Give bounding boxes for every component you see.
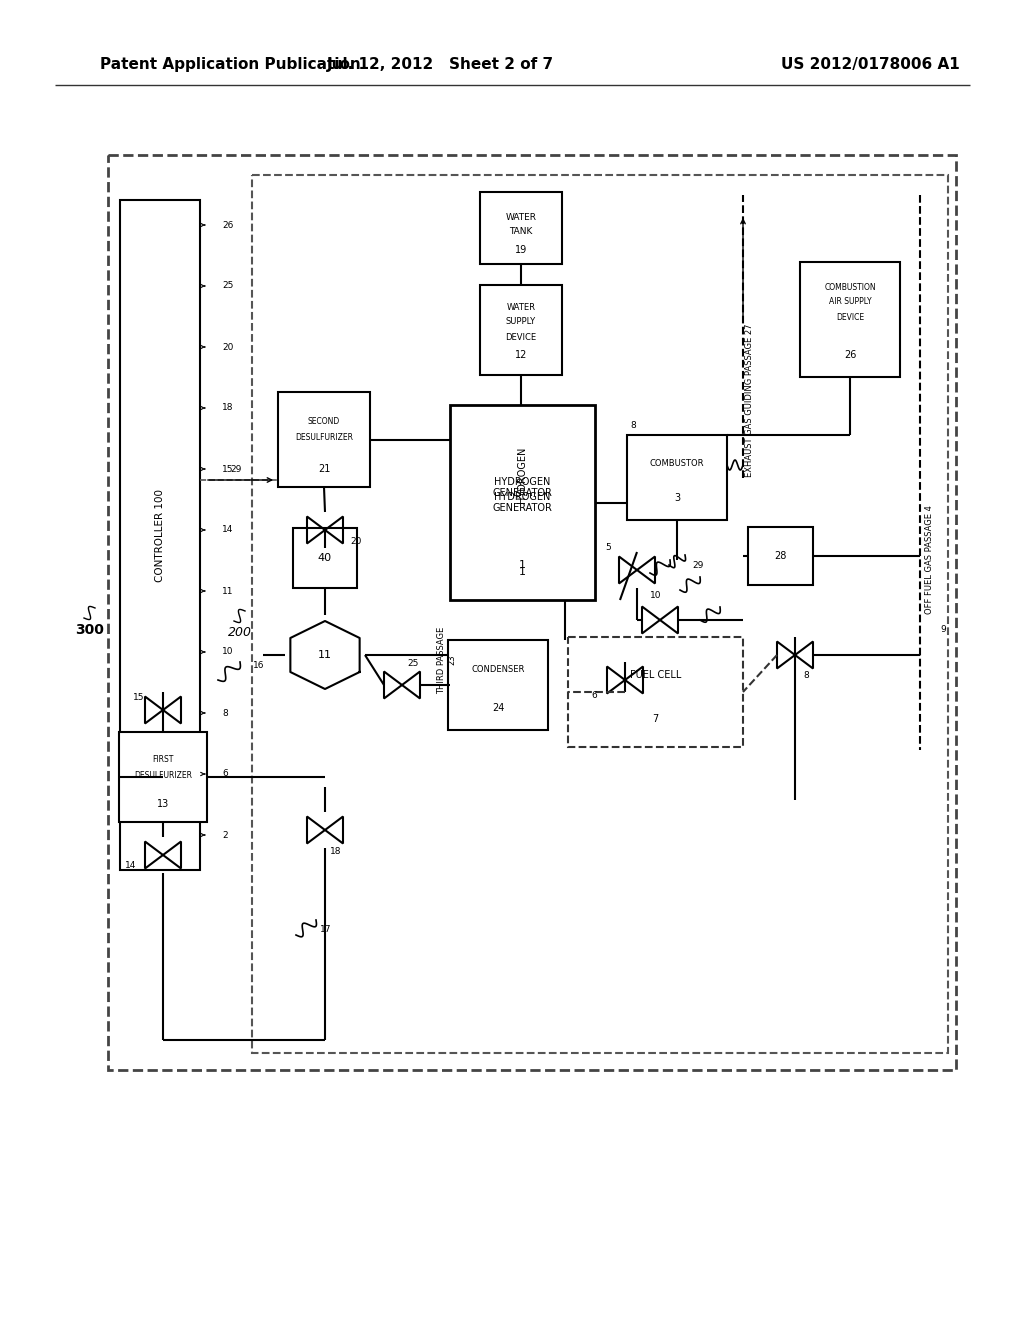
- Bar: [748, 527, 813, 585]
- Text: 15: 15: [133, 693, 144, 702]
- Text: 40: 40: [317, 553, 332, 564]
- Text: 3: 3: [674, 492, 680, 503]
- Text: 15: 15: [222, 465, 233, 474]
- Text: FUEL CELL: FUEL CELL: [630, 671, 681, 680]
- Text: 2: 2: [222, 830, 227, 840]
- Bar: [449, 640, 548, 730]
- Text: CONTROLLER 100: CONTROLLER 100: [155, 488, 165, 582]
- Text: CONDENSER: CONDENSER: [471, 665, 524, 675]
- Text: 6: 6: [222, 770, 227, 779]
- Text: 11: 11: [318, 649, 332, 660]
- Text: 14: 14: [222, 525, 233, 535]
- Bar: [252, 176, 948, 1053]
- Text: 18: 18: [222, 404, 233, 412]
- Text: 20: 20: [350, 537, 361, 546]
- Text: 26: 26: [844, 350, 856, 360]
- Bar: [120, 201, 200, 870]
- Text: 19: 19: [515, 246, 527, 255]
- Text: Patent Application Publication: Patent Application Publication: [100, 58, 360, 73]
- Text: 9: 9: [940, 626, 946, 635]
- Text: 20: 20: [222, 342, 233, 351]
- Text: 18: 18: [330, 847, 341, 857]
- Text: DESULFURIZER: DESULFURIZER: [295, 433, 353, 441]
- Text: 28: 28: [774, 550, 786, 561]
- Text: HYDROGEN: HYDROGEN: [517, 446, 527, 503]
- Text: EXHAUST GAS GUIDING PASSAGE 27: EXHAUST GAS GUIDING PASSAGE 27: [745, 323, 755, 477]
- Bar: [450, 405, 595, 601]
- Bar: [293, 528, 357, 587]
- Text: 14: 14: [125, 861, 136, 870]
- Text: 29: 29: [692, 561, 703, 569]
- Text: SECOND: SECOND: [308, 417, 340, 426]
- Text: 25: 25: [222, 281, 233, 290]
- Text: 25: 25: [407, 659, 419, 668]
- Text: TANK: TANK: [509, 227, 532, 236]
- Text: 5: 5: [605, 544, 610, 553]
- Text: THIRD PASSAGE
23: THIRD PASSAGE 23: [437, 627, 457, 693]
- Text: 26: 26: [222, 220, 233, 230]
- Bar: [480, 285, 562, 375]
- Bar: [568, 638, 743, 747]
- Text: 10: 10: [222, 648, 233, 656]
- Text: FIRST: FIRST: [153, 755, 174, 764]
- Text: DESULFURIZER: DESULFURIZER: [134, 771, 193, 780]
- Text: 10: 10: [650, 590, 662, 599]
- Text: 7: 7: [652, 714, 658, 723]
- Text: COMBUSTION: COMBUSTION: [824, 282, 876, 292]
- Text: AIR SUPPLY: AIR SUPPLY: [828, 297, 871, 306]
- Text: 12: 12: [515, 350, 527, 360]
- Text: COMBUSTOR: COMBUSTOR: [650, 458, 705, 467]
- Text: US 2012/0178006 A1: US 2012/0178006 A1: [781, 58, 961, 73]
- Text: 1: 1: [519, 560, 526, 570]
- Text: 11: 11: [222, 586, 233, 595]
- Text: HYDROGEN
GENERATOR: HYDROGEN GENERATOR: [493, 492, 552, 513]
- Text: DEVICE: DEVICE: [506, 333, 537, 342]
- Bar: [278, 392, 370, 487]
- Text: 1: 1: [519, 568, 526, 577]
- Text: WATER: WATER: [506, 213, 537, 222]
- Text: 8: 8: [803, 671, 809, 680]
- Bar: [108, 154, 956, 1071]
- Text: HYDROGEN
GENERATOR: HYDROGEN GENERATOR: [493, 477, 552, 498]
- Text: WATER: WATER: [507, 302, 536, 312]
- Text: Jul. 12, 2012   Sheet 2 of 7: Jul. 12, 2012 Sheet 2 of 7: [327, 58, 554, 73]
- Text: 16: 16: [253, 660, 264, 669]
- Text: 6: 6: [591, 690, 597, 700]
- Text: 13: 13: [157, 799, 169, 809]
- Text: DEVICE: DEVICE: [836, 313, 864, 322]
- Text: 300: 300: [76, 623, 104, 638]
- Text: 21: 21: [317, 465, 330, 474]
- Text: 24: 24: [492, 704, 504, 713]
- Text: SUPPLY: SUPPLY: [506, 318, 536, 326]
- Text: 200: 200: [228, 627, 252, 639]
- Bar: [627, 436, 727, 520]
- Text: OFF FUEL GAS PASSAGE 4: OFF FUEL GAS PASSAGE 4: [926, 506, 935, 614]
- Text: 8: 8: [222, 709, 227, 718]
- Text: 17: 17: [319, 925, 332, 935]
- Text: 8: 8: [630, 421, 636, 429]
- Bar: [480, 191, 562, 264]
- Bar: [800, 261, 900, 378]
- Bar: [119, 733, 207, 822]
- Text: 29: 29: [230, 466, 242, 474]
